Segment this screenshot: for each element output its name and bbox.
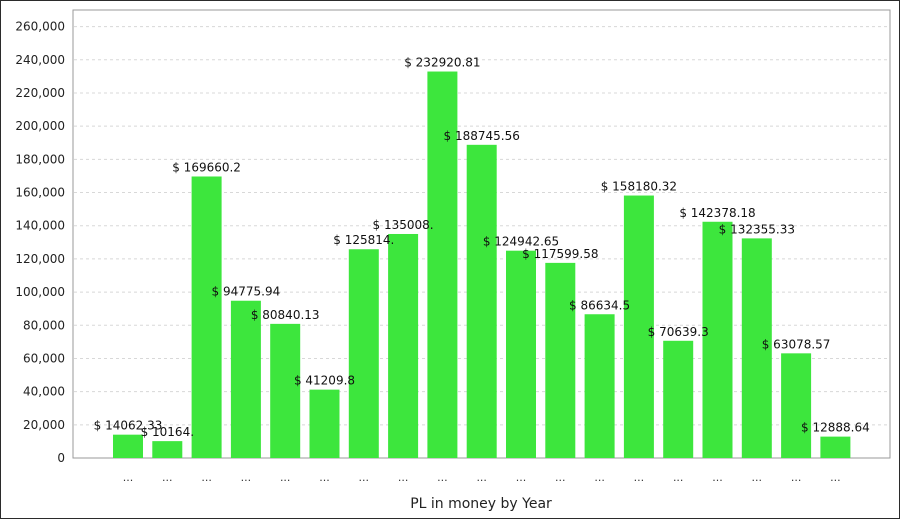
bar-value-label: $ 169660.2 [172, 160, 241, 174]
y-tick-label: 20,000 [23, 418, 65, 432]
bar [427, 71, 458, 458]
y-tick-label: 60,000 [23, 351, 65, 365]
x-category-label: ... [752, 471, 763, 484]
bar-value-label: $ 232920.81 [404, 56, 480, 70]
y-tick-label: 260,000 [15, 20, 65, 34]
x-category-label: ... [123, 471, 134, 484]
bar-value-label: $ 41209.8 [294, 374, 355, 388]
x-category-label: ... [201, 471, 212, 484]
bar-value-label: $ 132355.33 [719, 222, 795, 236]
x-category-label: ... [280, 471, 291, 484]
x-category-label: ... [516, 471, 527, 484]
x-category-label: ... [634, 471, 645, 484]
x-category-label: ... [830, 471, 841, 484]
y-tick-label: 160,000 [15, 186, 65, 200]
bar [270, 323, 301, 458]
y-tick-label: 80,000 [23, 318, 65, 332]
bar-value-label: $ 63078.57 [762, 337, 831, 351]
y-tick-label: 220,000 [15, 86, 65, 100]
bar [113, 434, 143, 458]
bar-value-label: $ 117599.58 [522, 247, 598, 261]
x-category-label: ... [319, 471, 330, 484]
y-tick-label: 100,000 [15, 285, 65, 299]
bar [820, 436, 851, 458]
bar-value-label: $ 94775.94 [212, 285, 281, 299]
bar-value-label: $ 142378.18 [679, 206, 755, 220]
bar [388, 233, 419, 458]
bar-value-label: $ 188745.56 [444, 129, 520, 143]
bar [152, 441, 183, 458]
bar [191, 176, 222, 458]
bar-value-label: $ 125814. [333, 233, 394, 247]
bar [702, 221, 733, 458]
bar [309, 389, 340, 458]
x-category-label: ... [359, 471, 370, 484]
bar-value-label: $ 135008. [373, 218, 434, 232]
bar-value-label: $ 70639.3 [648, 325, 709, 339]
y-axis-ticks: 0 20,000 40,000 60,000 80,000 100,000 120,000 1… [15, 20, 65, 465]
bar-value-label: $ 10164. [141, 425, 194, 439]
bar [466, 144, 497, 458]
bar [741, 238, 772, 458]
bar-value-label: $ 80840.13 [251, 308, 320, 322]
y-tick-label: 40,000 [23, 385, 65, 399]
bar [623, 195, 654, 458]
y-tick-label: 240,000 [15, 53, 65, 67]
y-tick-label: 120,000 [15, 252, 65, 266]
x-category-label: ... [594, 471, 605, 484]
x-axis-categories: ........................................… [123, 471, 841, 484]
y-tick-label: 180,000 [15, 152, 65, 166]
x-category-label: ... [437, 471, 448, 484]
bar-value-label: $ 124942.65 [483, 235, 559, 249]
bar-value-label: $ 158180.32 [601, 180, 677, 194]
bar [230, 300, 261, 458]
bar-value-label: $ 14062.33 [94, 419, 163, 433]
y-tick-label: 0 [57, 451, 65, 465]
bar [545, 262, 576, 458]
bar [781, 353, 812, 458]
y-tick-label: 140,000 [15, 219, 65, 233]
bar [348, 249, 379, 458]
x-category-label: ... [555, 471, 566, 484]
x-category-label: ... [398, 471, 409, 484]
data-labels: $ 14062.33$ 10164. $ 169660.2 $ 94775.94 $ … [94, 56, 870, 440]
x-category-label: ... [476, 471, 487, 484]
y-tick-label: 200,000 [15, 119, 65, 133]
bar-value-label: $ 86634.5 [569, 298, 630, 312]
bar [663, 340, 694, 458]
x-category-label: ... [791, 471, 802, 484]
bar [506, 250, 536, 458]
x-category-label: ... [241, 471, 252, 484]
x-axis-title: PL in money by Year [410, 496, 552, 512]
x-category-label: ... [162, 471, 173, 484]
x-category-label: ... [673, 471, 684, 484]
bar-value-label: $ 12888.64 [801, 421, 870, 435]
x-category-label: ... [712, 471, 723, 484]
bar [584, 314, 615, 458]
bars [113, 71, 851, 458]
